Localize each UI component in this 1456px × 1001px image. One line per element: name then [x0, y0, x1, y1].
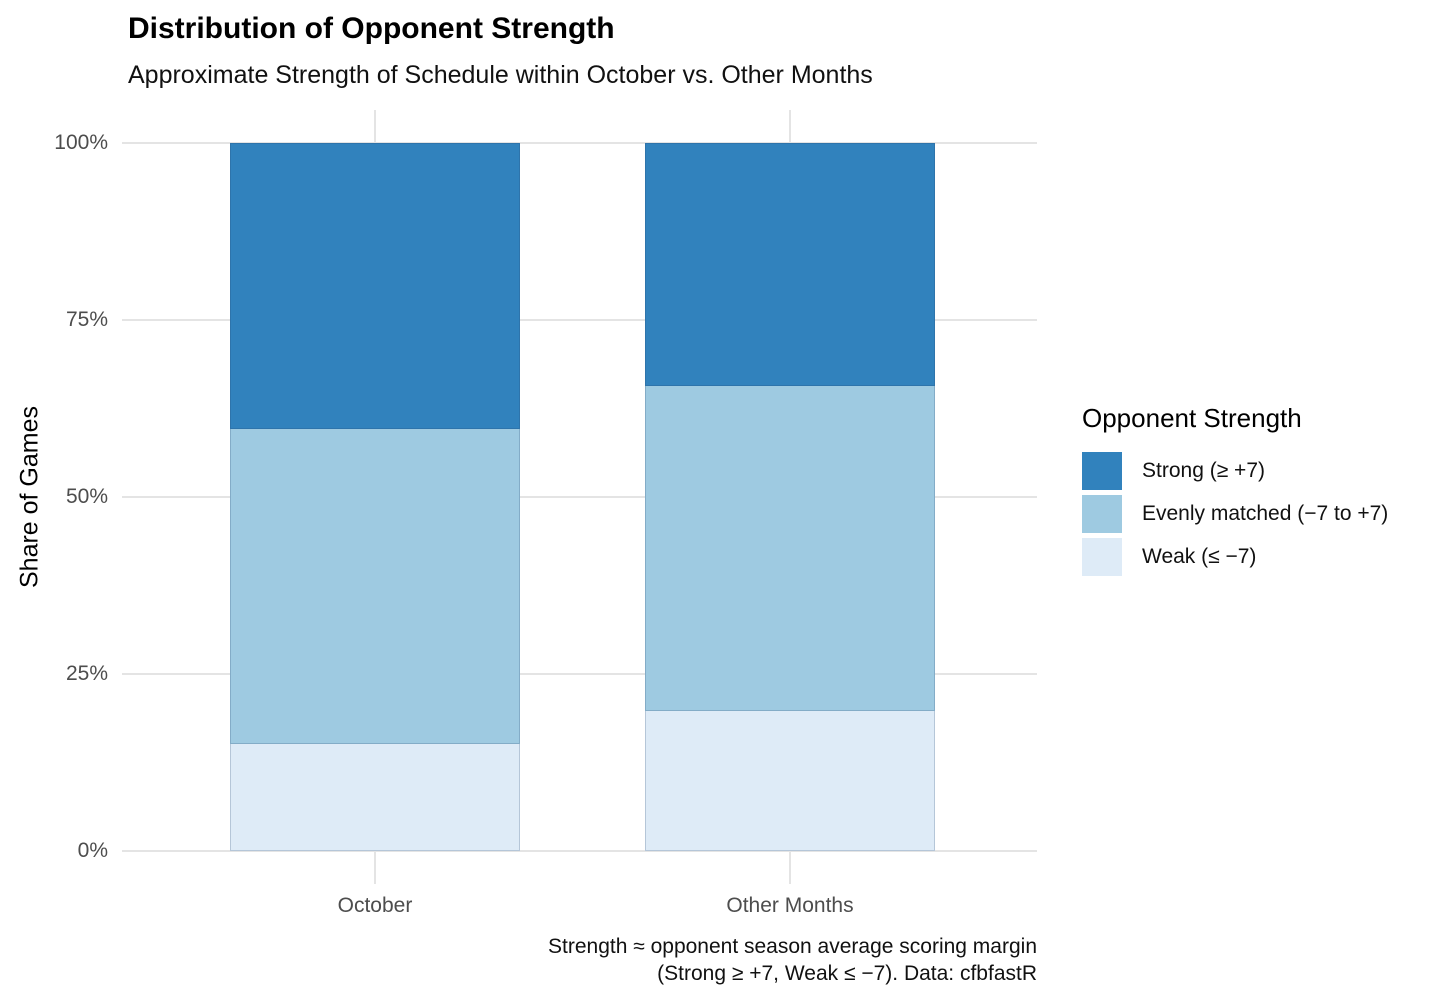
gridline-horizontal [122, 141, 1037, 144]
gridline-horizontal [122, 672, 1037, 675]
gridline-horizontal [122, 318, 1037, 321]
y-tick-label: 0% [77, 839, 108, 862]
y-tick-label: 25% [65, 661, 108, 685]
bar-segment [230, 429, 520, 744]
legend-item-weak: Weak (≤ −7) [1082, 538, 1388, 576]
plot-panel [122, 110, 1037, 884]
legend-item-evenly-matched: Evenly matched (−7 to +7) [1082, 495, 1388, 533]
legend-swatch-evenly-matched-icon [1082, 495, 1122, 533]
stacked-bar-other-months [645, 142, 935, 852]
chart-subtitle: Approximate Strength of Schedule within … [128, 61, 873, 89]
caption: Strength ≈ opponent season average scori… [548, 933, 1037, 987]
legend-label-strong: Strong (≥ +7) [1142, 459, 1265, 482]
legend: Opponent Strength Strong (≥ +7) Evenly m… [1082, 403, 1388, 581]
bar-segment [645, 142, 935, 386]
caption-line-1: Strength ≈ opponent season average scori… [548, 935, 1037, 958]
bar-segment [230, 142, 520, 430]
legend-item-strong: Strong (≥ +7) [1082, 452, 1388, 490]
gridline-horizontal [122, 495, 1037, 498]
x-tick-label: October [337, 894, 413, 917]
stacked-bar-october [230, 142, 520, 852]
bar-segment [645, 385, 935, 711]
gridline-horizontal [122, 850, 1037, 852]
y-tick-label: 75% [65, 307, 108, 331]
bar-segment [645, 710, 935, 851]
x-tick-label: Other Months [726, 894, 854, 917]
caption-line-2: (Strong ≥ +7, Weak ≤ −7). Data: cfbfastR [657, 962, 1037, 985]
legend-label-weak: Weak (≤ −7) [1142, 545, 1257, 568]
legend-label-evenly-matched: Evenly matched (−7 to +7) [1142, 502, 1389, 525]
chart-title: Distribution of Opponent Strength [128, 12, 615, 45]
bar-segment [230, 744, 520, 851]
legend-swatch-strong-icon [1082, 452, 1122, 490]
y-tick-label: 100% [54, 130, 108, 154]
legend-title: Opponent Strength [1082, 403, 1302, 433]
y-tick-label: 50% [65, 484, 108, 508]
legend-swatch-weak-icon [1082, 538, 1122, 576]
